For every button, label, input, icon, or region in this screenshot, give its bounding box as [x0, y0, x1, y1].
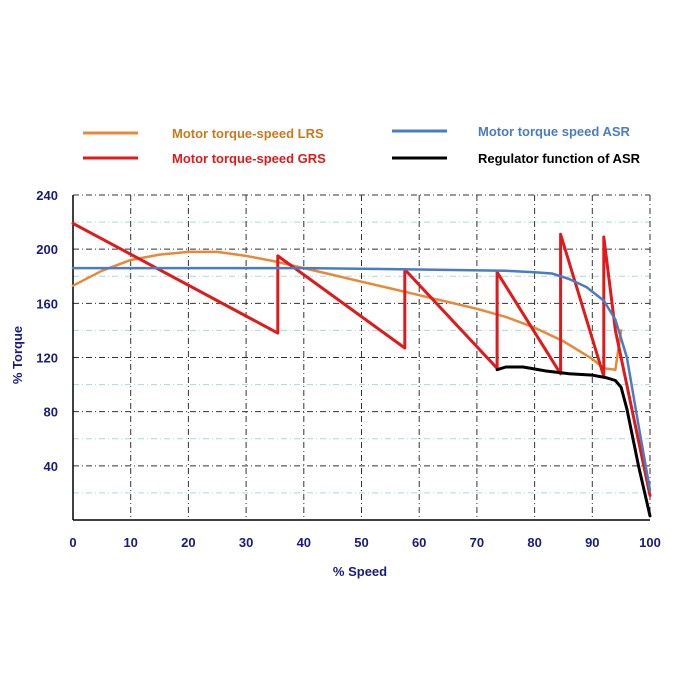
series-group [71, 221, 652, 518]
y-tick-label: 200 [36, 242, 58, 257]
y-tick-label: 120 [36, 351, 58, 366]
x-tick-label: 40 [297, 535, 311, 550]
y-tick-label: 80 [44, 405, 58, 420]
grid [73, 194, 651, 520]
series-line-regulator [495, 365, 652, 518]
x-tick-label: 70 [470, 535, 484, 550]
y-tick-label: 240 [36, 188, 58, 203]
x-tick-label: 30 [239, 535, 253, 550]
y-tick-label: 40 [44, 459, 58, 474]
y-axis-title: % Torque [10, 326, 25, 384]
x-tick-label: 50 [354, 535, 368, 550]
legend-label-grs: Motor torque-speed GRS [172, 151, 326, 166]
axes [72, 195, 650, 521]
legend-label-asr: Motor torque speed ASR [478, 124, 631, 139]
series-line-grs [71, 221, 652, 498]
y-tick-label: 160 [36, 296, 58, 311]
x-tick-label: 10 [123, 535, 137, 550]
x-tick-label: 90 [585, 535, 599, 550]
legend-label-lrs: Motor torque-speed LRS [172, 126, 324, 141]
x-axis-title: % Speed [333, 564, 387, 579]
x-tick-label: 60 [412, 535, 426, 550]
x-tick-label: 80 [527, 535, 541, 550]
legend-label-regulator: Regulator function of ASR [478, 151, 641, 166]
x-tick-label: 20 [181, 535, 195, 550]
legend: Motor torque-speed LRS Motor torque-spee… [83, 124, 641, 166]
x-tick-label: 0 [69, 535, 76, 550]
series-line-lrs [71, 250, 623, 371]
series-line-asr [71, 266, 652, 492]
tick-labels: 0 10 20 30 40 50 60 70 80 90 100 40 80 120 160 200 240 [36, 188, 661, 550]
x-tick-label: 100 [639, 535, 661, 550]
